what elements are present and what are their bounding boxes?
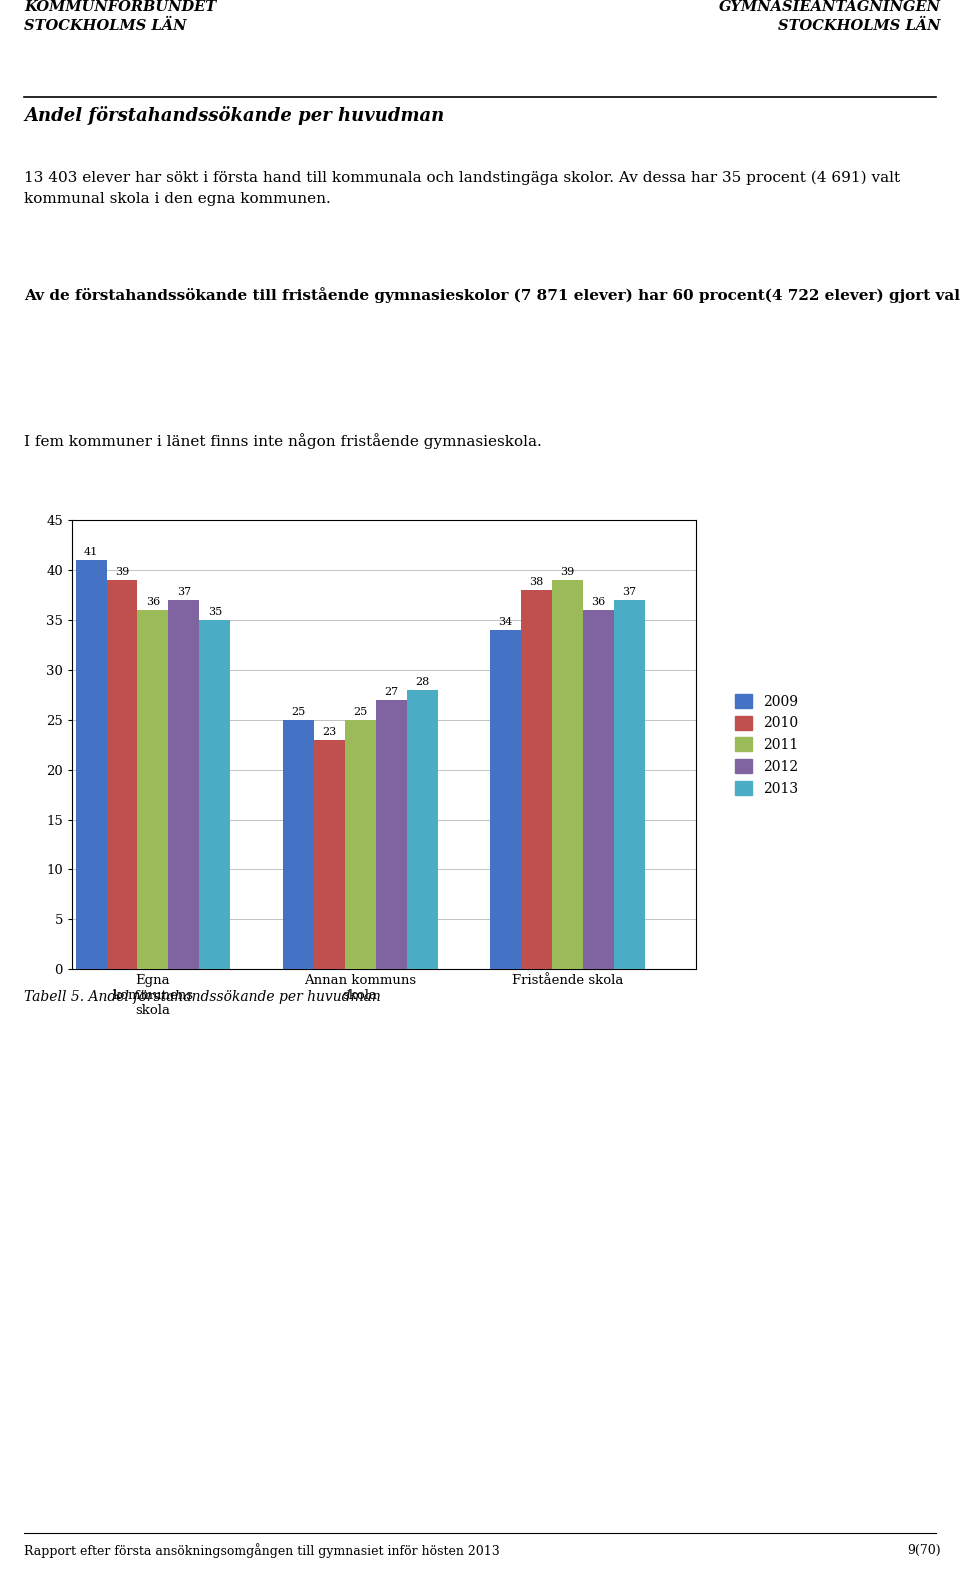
Bar bbox=[613, 600, 645, 969]
Text: 25: 25 bbox=[291, 706, 305, 717]
Text: 38: 38 bbox=[529, 577, 543, 586]
Legend: 2009, 2010, 2011, 2012, 2013: 2009, 2010, 2011, 2012, 2013 bbox=[728, 687, 804, 802]
Text: Av de förstahandssökande till fristående gymnasieskolor (7 871 elever) har 60 pr: Av de förstahandssökande till fristående… bbox=[24, 287, 960, 303]
Bar bbox=[490, 630, 521, 969]
Text: 23: 23 bbox=[323, 727, 336, 736]
Text: Tabell 5. Andel förstahandssökande per huvudman: Tabell 5. Andel förstahandssökande per h… bbox=[24, 990, 381, 1004]
Text: 37: 37 bbox=[622, 586, 636, 597]
Text: 13 403 elever har sökt i första hand till kommunala och landstingäga skolor. Av : 13 403 elever har sökt i första hand til… bbox=[24, 170, 900, 206]
Text: 9(70): 9(70) bbox=[907, 1544, 941, 1557]
Text: Rapport efter första ansökningsomgången till gymnasiet inför hösten 2013: Rapport efter första ansökningsomgången … bbox=[24, 1543, 500, 1559]
Text: 27: 27 bbox=[384, 687, 398, 697]
Text: 36: 36 bbox=[146, 597, 160, 607]
Text: 39: 39 bbox=[561, 567, 574, 577]
Text: 34: 34 bbox=[498, 616, 513, 627]
Bar bbox=[521, 589, 552, 969]
Bar bbox=[345, 720, 375, 969]
Bar bbox=[200, 619, 230, 969]
Bar bbox=[552, 580, 583, 969]
Text: 41: 41 bbox=[84, 547, 98, 556]
Bar bbox=[375, 700, 407, 969]
Text: I fem kommuner i länet finns inte någon fristående gymnasieskola.: I fem kommuner i länet finns inte någon … bbox=[24, 433, 541, 449]
Text: 36: 36 bbox=[591, 597, 606, 607]
Bar bbox=[283, 720, 314, 969]
Bar bbox=[583, 610, 613, 969]
Text: 37: 37 bbox=[177, 586, 191, 597]
Text: 35: 35 bbox=[207, 607, 222, 616]
Text: 28: 28 bbox=[415, 676, 429, 687]
Bar bbox=[314, 739, 345, 969]
Text: 25: 25 bbox=[353, 706, 368, 717]
Text: 39: 39 bbox=[115, 567, 130, 577]
Bar bbox=[168, 600, 200, 969]
Text: KOMMUNFÖRBUNDET
STOCKHOLMS LÄN: KOMMUNFÖRBUNDET STOCKHOLMS LÄN bbox=[24, 0, 216, 33]
Text: Andel förstahandssökande per huvudman: Andel förstahandssökande per huvudman bbox=[24, 106, 444, 125]
Text: GYMNASIEANTAGNINGEN
STOCKHOLMS LÄN: GYMNASIEANTAGNINGEN STOCKHOLMS LÄN bbox=[719, 0, 941, 33]
Bar bbox=[137, 610, 168, 969]
Bar bbox=[76, 559, 107, 969]
Bar bbox=[407, 690, 438, 969]
Bar bbox=[107, 580, 137, 969]
